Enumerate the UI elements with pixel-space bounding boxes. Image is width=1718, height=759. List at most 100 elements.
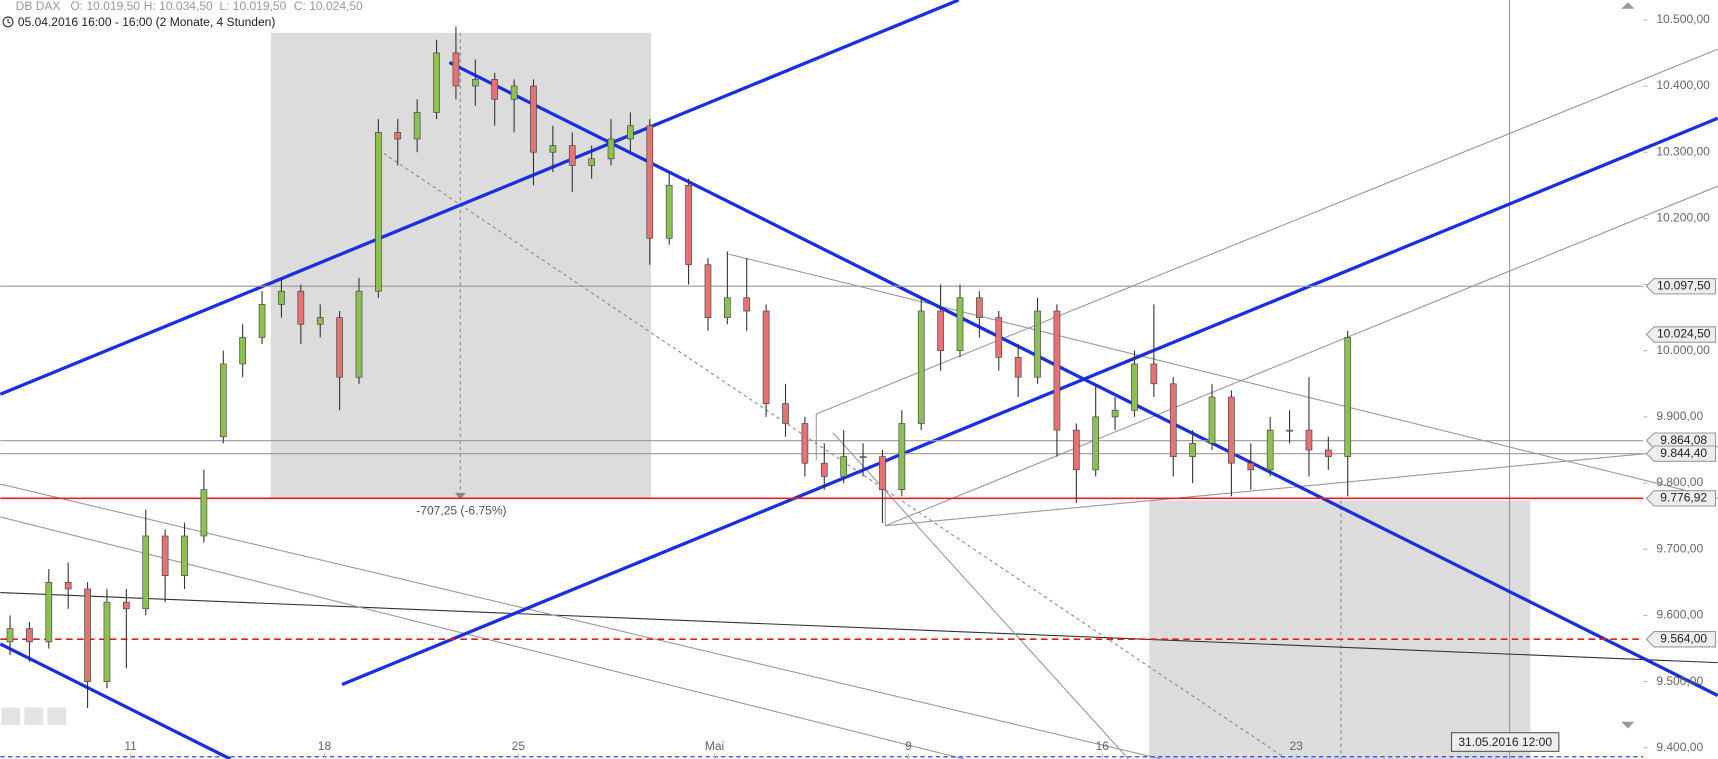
candle-body: [103, 601, 111, 682]
candle-body: [491, 79, 499, 100]
candle-body: [549, 145, 557, 153]
toolbar-button[interactable]: [47, 707, 67, 726]
scroll-down[interactable]: [1621, 721, 1635, 729]
candle-body: [1305, 429, 1313, 451]
level-label: 10.097,50: [1657, 278, 1711, 292]
candle-body: [375, 132, 382, 292]
candle-body: [937, 310, 944, 352]
candle-body: [1266, 429, 1274, 471]
candle-body: [413, 112, 421, 140]
candle-body: [1072, 429, 1080, 471]
candle-body: [452, 52, 460, 87]
candle-body: [1325, 449, 1332, 457]
level-label: 10.024,50: [1657, 327, 1711, 341]
chart-subtitle: 05.04.2016 16:00 - 16:00 (2 Monate, 4 St…: [18, 15, 276, 29]
scroll-up[interactable]: [1621, 2, 1635, 9]
trend-line: [728, 253, 1718, 499]
trend-line-blue: [0, 0, 960, 396]
toolbar-button[interactable]: [1, 707, 21, 726]
candle-body: [646, 125, 654, 239]
candle-body: [6, 628, 14, 643]
candle-body: [1111, 409, 1119, 418]
candle-body: [1228, 396, 1235, 464]
y-tick-label: 9.800,00: [1656, 475, 1703, 489]
level-tag: [1645, 631, 1717, 648]
y-tick-label: 10.200,00: [1656, 211, 1710, 225]
level-tag: [1645, 490, 1717, 507]
candle-body: [1053, 310, 1061, 431]
chart-title: DB DAX: [16, 0, 61, 13]
candle-body: [161, 535, 169, 577]
candle-body: [510, 85, 518, 100]
candle-body: [1344, 337, 1352, 457]
x-tick-label: 23: [1289, 739, 1303, 753]
candle-body: [1247, 462, 1255, 471]
trend-line-blue: [448, 60, 1718, 697]
range-box: [270, 32, 651, 499]
candle-body: [665, 184, 673, 239]
candle-body: [433, 52, 440, 113]
candle-body: [801, 423, 809, 464]
header-value: O: 10.019,50: [70, 0, 140, 13]
trend-line: [0, 483, 1162, 759]
toolbar-button[interactable]: [24, 707, 44, 726]
trend-line: [0, 591, 1718, 664]
level-label: 9.776,92: [1660, 491, 1707, 505]
header-value: H: 10.034,50: [144, 0, 213, 13]
crosshair-box: [1450, 732, 1560, 752]
candle-body: [879, 456, 886, 491]
candle-body: [336, 317, 343, 378]
y-tick-label: 10.300,00: [1656, 144, 1710, 158]
candle-body: [898, 423, 906, 491]
y-tick-label: 9.400,00: [1656, 740, 1703, 754]
candle-body: [1131, 363, 1138, 411]
candle-body: [181, 535, 188, 577]
candle-body: [1150, 363, 1158, 385]
candle-body: [627, 125, 634, 140]
candle-body: [84, 588, 91, 682]
y-tick-label: 9.900,00: [1656, 409, 1703, 423]
y-tick-label: 10.500,00: [1656, 12, 1710, 26]
trend-line-blue: [0, 642, 232, 759]
candle-body: [297, 290, 305, 325]
measure-arrow: [454, 492, 466, 500]
candle-body: [258, 304, 266, 338]
candle-body: [394, 132, 402, 140]
candle-body: [995, 317, 1003, 358]
candle-body: [685, 184, 692, 266]
candle-body: [142, 535, 150, 610]
candle-body: [607, 138, 615, 160]
toolbar: [1, 707, 67, 726]
header-value: L: 10.019,50: [219, 0, 286, 13]
trend-line-blue: [341, 116, 1718, 687]
trend-line: [816, 48, 1718, 415]
candle-body: [471, 79, 479, 87]
level-tag: [1645, 445, 1717, 462]
candle-body: [588, 158, 595, 166]
candle-body: [724, 297, 731, 318]
candle-body: [64, 581, 72, 590]
candle-body: [956, 297, 964, 352]
candle-body: [530, 85, 537, 153]
range-box: [1149, 500, 1531, 759]
candle-body: [355, 290, 363, 378]
candle-body: [1169, 383, 1177, 457]
candle-body: [743, 297, 751, 312]
candle-body: [26, 628, 33, 643]
candle-body: [1092, 416, 1100, 471]
x-tick-label: Mai: [705, 739, 724, 753]
y-tick-label: 10.000,00: [1656, 343, 1710, 357]
x-tick-label: 9: [905, 739, 912, 753]
candle-body: [278, 290, 285, 305]
candle-body: [762, 310, 770, 404]
y-tick-label: 9.500,00: [1656, 674, 1703, 688]
y-tick-label: 9.600,00: [1656, 608, 1703, 622]
level-tag: [1645, 326, 1717, 343]
trend-line: [832, 432, 1129, 759]
level-tag: [1645, 277, 1717, 295]
x-tick-label: 25: [512, 739, 526, 753]
x-tick-label: 18: [318, 739, 332, 753]
